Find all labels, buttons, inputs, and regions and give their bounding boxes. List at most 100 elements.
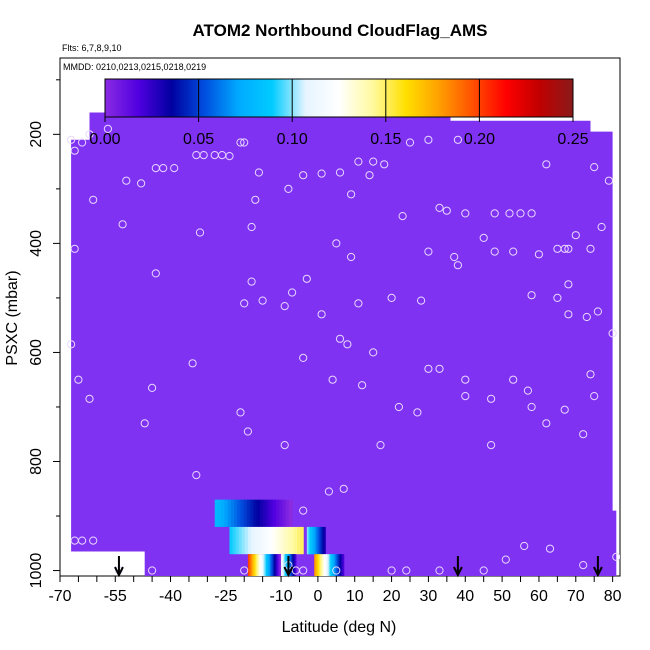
sample-point xyxy=(240,299,249,308)
sample-point xyxy=(299,171,308,180)
cloud-patch-cell xyxy=(263,554,266,576)
colorbar-tick-label: 0.00 xyxy=(89,131,120,148)
cloud-patch-cell xyxy=(221,499,225,527)
sample-point xyxy=(527,209,536,218)
cloud-patch-cell xyxy=(240,499,245,527)
colorbar-bar xyxy=(104,78,574,118)
cloud-patch-cell xyxy=(335,554,337,576)
sample-point xyxy=(579,430,588,439)
colorbar-tick-label: 0.25 xyxy=(557,131,588,148)
colorbar-tick-label: 0.20 xyxy=(464,131,495,148)
y-axis: 200 400 600 800 1000 xyxy=(28,79,60,589)
sample-point xyxy=(236,408,245,417)
sample-point xyxy=(148,566,157,575)
sample-point xyxy=(299,506,308,515)
sample-point xyxy=(74,375,83,384)
sample-point xyxy=(442,206,451,215)
cloud-patch-cell xyxy=(250,499,255,527)
sample-point xyxy=(461,375,470,384)
cloud-patch-cell xyxy=(268,554,271,576)
cloud-patch-cell xyxy=(235,526,240,555)
sample-point xyxy=(571,231,580,240)
cloud-patch-cell xyxy=(293,554,295,576)
cloud-patch-cell xyxy=(332,554,335,576)
sample-point xyxy=(140,419,149,428)
cloud-patch-cell xyxy=(266,499,271,527)
cloud-patch-cell xyxy=(275,554,278,576)
cloud-patch-cell xyxy=(269,499,274,527)
sample-point xyxy=(380,160,389,169)
cloud-patch-cell xyxy=(292,554,294,576)
cloud-patch-cell xyxy=(310,526,313,555)
sample-point xyxy=(148,383,157,392)
sample-point xyxy=(192,471,201,480)
cloud-patch-cell xyxy=(253,499,258,527)
cloud-patch-cell xyxy=(322,526,324,555)
cloud-patch-cell xyxy=(267,554,270,576)
cloud-patch-cell xyxy=(292,554,294,576)
cloud-patch-cell xyxy=(260,554,263,576)
colorbar: 0.00 0.05 0.10 0.15 0.20 0.25 xyxy=(89,78,589,148)
cloud-patch-cell xyxy=(234,499,238,527)
cloud-patch-cell xyxy=(297,526,301,555)
sample-point xyxy=(89,195,98,204)
cloud-patch-cell xyxy=(315,526,317,555)
cloud-patch-cell xyxy=(285,499,290,527)
sample-point xyxy=(284,184,293,193)
cloud-patch-cell xyxy=(284,526,289,555)
cloud-patch-cell xyxy=(313,526,316,555)
y-tick-label: 400 xyxy=(28,230,45,257)
cloud-patch-cell xyxy=(241,526,246,555)
sample-point xyxy=(335,334,345,343)
sample-point xyxy=(251,195,260,204)
sample-point xyxy=(487,441,496,450)
sample-point xyxy=(122,176,131,185)
cloud-patch-cell xyxy=(249,554,252,576)
sample-point xyxy=(347,190,356,199)
cloud-patch-cell xyxy=(321,526,323,555)
sample-point xyxy=(387,293,396,302)
sample-point xyxy=(280,441,289,450)
down-arrow-icon xyxy=(453,556,463,578)
sample-point xyxy=(328,375,337,384)
cloud-patch-cell xyxy=(266,526,270,555)
cloud-patch-cell xyxy=(309,526,312,555)
cloud-patch-cell xyxy=(321,554,324,576)
cloud-patch-cell xyxy=(281,526,286,555)
sample-point xyxy=(545,544,555,553)
sample-point xyxy=(317,169,326,178)
y-tick-label: 1000 xyxy=(28,553,45,589)
sample-point xyxy=(604,176,614,185)
cloud-patch-cell xyxy=(276,554,279,576)
sample-point xyxy=(450,252,459,262)
cloud-patch-cell xyxy=(307,526,309,555)
cloud-patch-cell xyxy=(275,526,280,555)
cloud-patch-cell xyxy=(290,554,292,576)
sample-point xyxy=(394,402,403,412)
sample-point xyxy=(243,427,252,436)
cloud-patch-cell xyxy=(331,554,334,576)
y-tick-label: 600 xyxy=(28,339,45,366)
cloud-patch-cell xyxy=(230,499,235,527)
sample-point xyxy=(78,138,87,147)
sample-point xyxy=(236,138,245,147)
x-tick-label: 70 xyxy=(567,588,585,605)
cloud-patch-cell xyxy=(324,554,326,576)
sample-point xyxy=(453,135,462,144)
cloud-patch-cell xyxy=(340,554,342,576)
x-tick-label: 40 xyxy=(456,588,474,605)
sample-point xyxy=(67,340,76,349)
cloud-patch-cell xyxy=(243,499,248,527)
y-tick-label: 200 xyxy=(28,121,45,148)
cloud-patch-cell xyxy=(257,526,261,555)
sample-point xyxy=(534,250,544,259)
sample-point xyxy=(354,157,363,166)
cloud-patch-cell xyxy=(269,526,274,555)
cloud-patch-cell xyxy=(316,526,318,555)
sample-point xyxy=(67,135,76,144)
cloud-patch-cell xyxy=(319,554,321,576)
sample-point xyxy=(479,233,488,242)
cloud-patch-cell xyxy=(337,554,340,576)
cloud-patch-cell xyxy=(252,554,255,576)
sample-point xyxy=(520,541,529,551)
